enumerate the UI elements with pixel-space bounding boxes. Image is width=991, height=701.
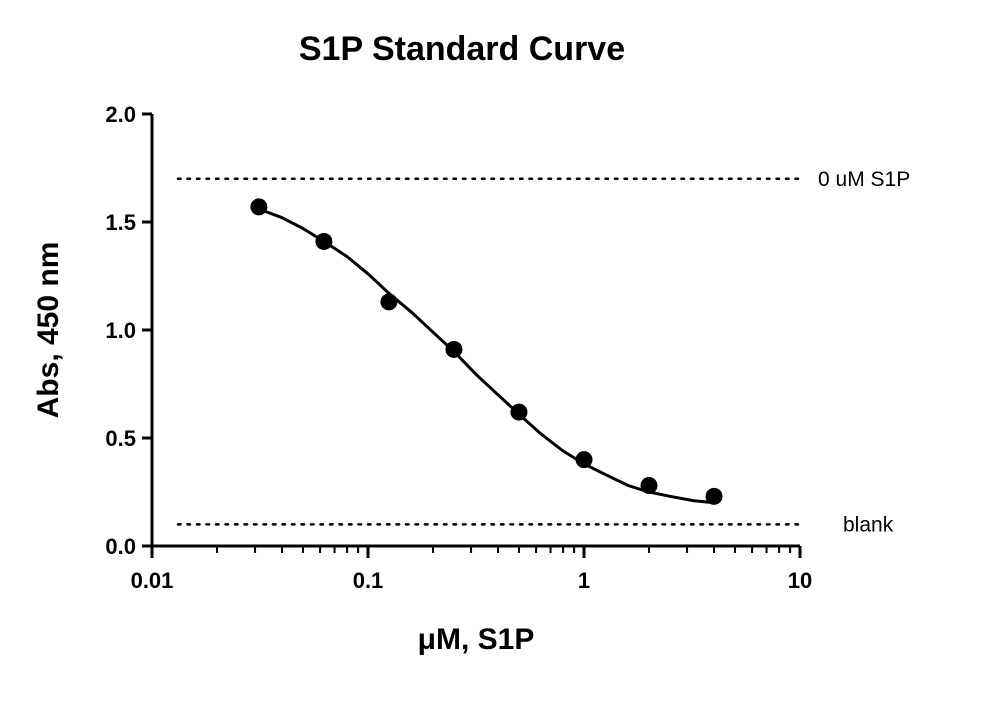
y-axis-label: Abs, 450 nm (32, 242, 65, 419)
y-tick-label: 1.0 (105, 318, 136, 343)
y-tick-label: 0.5 (105, 426, 136, 451)
x-axis-label: μM, S1P (418, 623, 535, 656)
data-point (575, 451, 593, 469)
y-tick-label: 0.0 (105, 534, 136, 559)
y-tick-label: 1.5 (105, 210, 136, 235)
chart-title: S1P Standard Curve (299, 30, 625, 68)
data-point (250, 198, 268, 216)
x-tick-label: 0.01 (131, 568, 174, 593)
x-tick-label: 0.1 (353, 568, 384, 593)
data-point (705, 487, 723, 505)
y-tick-label: 2.0 (105, 102, 136, 127)
data-point (640, 477, 658, 495)
x-tick-label: 10 (788, 568, 812, 593)
data-point (445, 340, 463, 358)
data-point (315, 232, 333, 250)
fit-curve (258, 207, 715, 505)
data-point (380, 293, 398, 311)
axes: 0.0 0.5 1.0 1.5 2.0 0.01 0.1 1 10 (105, 102, 812, 593)
data-points (250, 198, 723, 505)
x-tick-label: 1 (578, 568, 590, 593)
reference-line-label: blank (843, 513, 894, 536)
fit-curve-layer (258, 207, 715, 505)
data-point (510, 403, 528, 421)
reference-line-label: 0 uM S1P (818, 168, 910, 191)
reference-lines: 0 uM S1P blank (176, 168, 910, 536)
